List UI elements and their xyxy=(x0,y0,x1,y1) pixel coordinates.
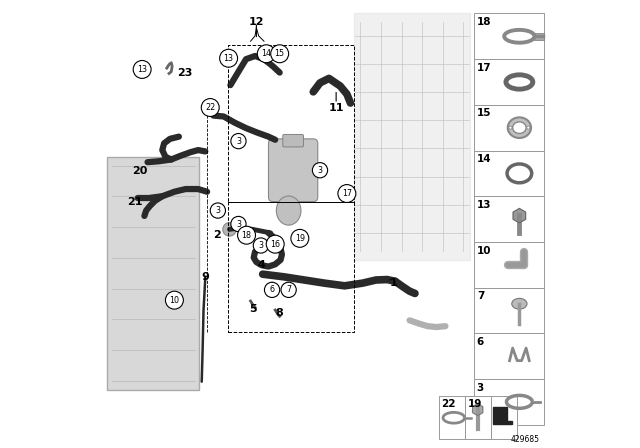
Text: 21: 21 xyxy=(127,198,143,207)
Text: 3: 3 xyxy=(236,220,241,228)
Bar xyxy=(474,105,544,151)
Circle shape xyxy=(165,291,184,309)
Circle shape xyxy=(210,203,225,218)
Circle shape xyxy=(312,163,328,178)
Ellipse shape xyxy=(509,126,512,129)
Text: 9: 9 xyxy=(202,272,210,282)
Bar xyxy=(534,33,544,40)
Polygon shape xyxy=(473,404,483,416)
Text: 6: 6 xyxy=(477,337,484,347)
Text: 4: 4 xyxy=(258,260,266,270)
Text: 13: 13 xyxy=(137,65,147,74)
Text: 22: 22 xyxy=(442,399,456,409)
Polygon shape xyxy=(493,407,512,425)
Text: 13: 13 xyxy=(477,200,492,210)
Bar xyxy=(491,396,516,439)
Bar xyxy=(474,288,544,333)
Bar xyxy=(474,242,544,288)
Circle shape xyxy=(231,134,246,149)
Text: 7: 7 xyxy=(286,285,291,294)
Circle shape xyxy=(253,238,269,253)
Text: 8: 8 xyxy=(275,308,283,318)
Text: 3: 3 xyxy=(236,137,241,146)
Bar xyxy=(474,151,544,196)
Text: 3: 3 xyxy=(259,241,264,250)
Text: 17: 17 xyxy=(342,189,352,198)
Text: 2: 2 xyxy=(213,230,221,240)
Circle shape xyxy=(271,45,289,63)
Ellipse shape xyxy=(513,122,526,134)
Text: 10: 10 xyxy=(477,246,492,255)
Text: 15: 15 xyxy=(477,108,492,118)
Text: 15: 15 xyxy=(275,49,285,58)
FancyBboxPatch shape xyxy=(283,134,303,147)
Circle shape xyxy=(266,235,284,253)
Bar xyxy=(474,333,544,379)
Circle shape xyxy=(281,282,296,297)
Text: 3: 3 xyxy=(477,383,484,392)
Ellipse shape xyxy=(276,196,301,225)
FancyBboxPatch shape xyxy=(269,139,317,202)
Text: 14: 14 xyxy=(477,154,492,164)
Bar xyxy=(108,157,199,390)
Ellipse shape xyxy=(512,298,527,309)
Text: 23: 23 xyxy=(177,69,193,78)
Text: 14: 14 xyxy=(261,49,271,58)
Circle shape xyxy=(201,99,219,116)
Text: 429685: 429685 xyxy=(511,435,540,444)
Bar xyxy=(465,396,491,439)
Bar xyxy=(474,196,544,242)
Polygon shape xyxy=(513,209,525,223)
Polygon shape xyxy=(353,13,470,260)
Text: 16: 16 xyxy=(270,240,280,249)
Text: 12: 12 xyxy=(248,17,264,27)
Text: 3: 3 xyxy=(215,206,220,215)
Text: 18: 18 xyxy=(477,17,492,27)
Text: 10: 10 xyxy=(170,296,179,305)
Text: 11: 11 xyxy=(328,103,344,112)
Ellipse shape xyxy=(506,75,533,89)
Text: 3: 3 xyxy=(317,166,323,175)
Bar xyxy=(474,13,544,59)
Ellipse shape xyxy=(527,126,530,129)
Text: 13: 13 xyxy=(223,54,234,63)
Text: 1: 1 xyxy=(390,278,398,288)
Circle shape xyxy=(220,49,237,67)
Circle shape xyxy=(237,226,255,244)
Circle shape xyxy=(338,185,356,202)
Text: 17: 17 xyxy=(477,63,492,73)
Text: 22: 22 xyxy=(205,103,216,112)
Ellipse shape xyxy=(223,223,236,236)
Ellipse shape xyxy=(508,117,531,138)
Text: 19: 19 xyxy=(295,234,305,243)
Text: 18: 18 xyxy=(241,231,252,240)
Bar xyxy=(474,59,544,105)
Bar xyxy=(474,379,544,425)
Circle shape xyxy=(231,216,246,232)
Text: 7: 7 xyxy=(477,291,484,301)
Circle shape xyxy=(133,60,151,78)
Text: 20: 20 xyxy=(132,166,148,176)
Circle shape xyxy=(291,229,309,247)
Text: 5: 5 xyxy=(249,304,257,314)
Bar xyxy=(439,396,465,439)
Circle shape xyxy=(257,45,275,63)
Text: 6: 6 xyxy=(269,285,275,294)
Text: 19: 19 xyxy=(467,399,482,409)
Circle shape xyxy=(264,282,280,297)
